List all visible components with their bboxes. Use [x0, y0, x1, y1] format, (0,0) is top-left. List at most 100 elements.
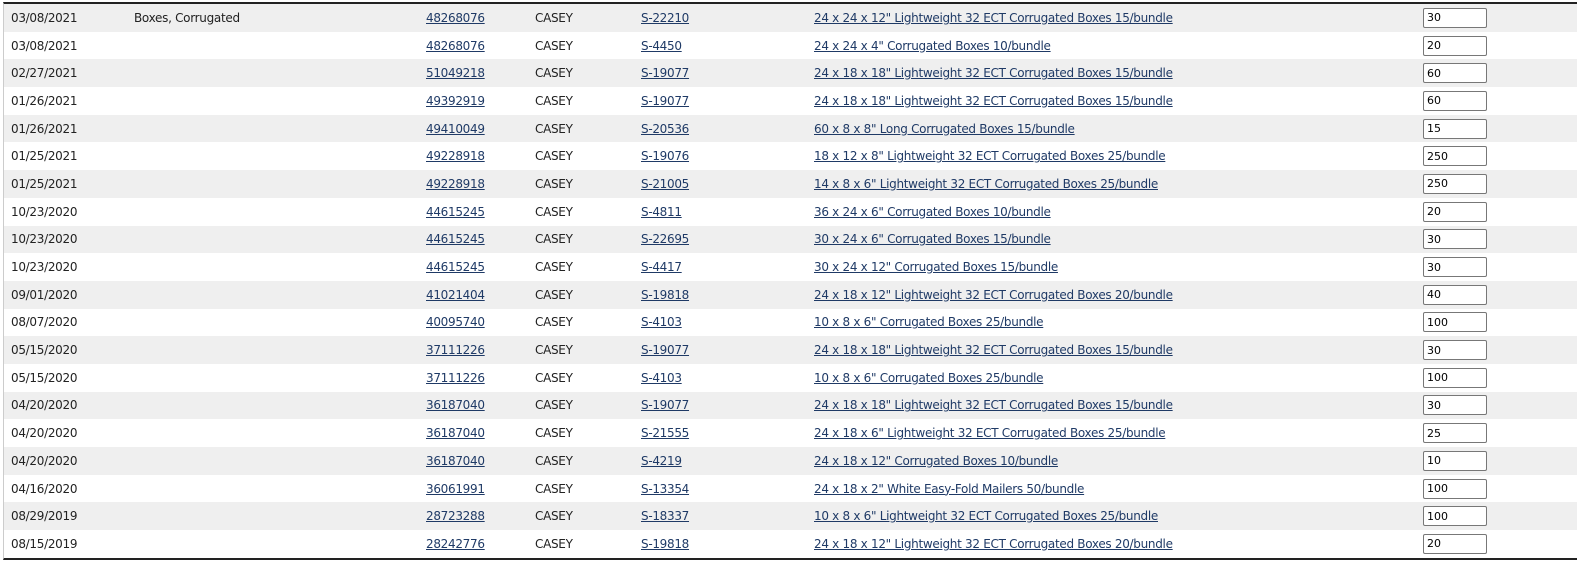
order-number-link[interactable]: 51049218	[426, 66, 485, 81]
order-number-link[interactable]: 49392919	[426, 93, 485, 108]
table-row: 05/15/2020 37111226 CASEY S-19077 24 x 1…	[4, 336, 1577, 364]
category: Boxes, Corrugated	[134, 10, 240, 25]
table-row: 04/20/2020 36187040 CASEY S-19077 24 x 1…	[4, 391, 1577, 420]
order-number-link[interactable]: 36061991	[426, 481, 485, 496]
order-date: 08/15/2019	[11, 536, 78, 551]
table-row: 01/26/2021 49410049 CASEY S-20536 60 x 8…	[4, 114, 1577, 143]
product-description-link[interactable]: 24 x 18 x 18" Lightweight 32 ECT Corruga…	[814, 398, 1173, 413]
product-description-link[interactable]: 36 x 24 x 6" Corrugated Boxes 10/bundle	[814, 204, 1051, 219]
ordered-by: CASEY	[535, 10, 573, 25]
product-description-link[interactable]: 24 x 18 x 18" Lightweight 32 ECT Corruga…	[814, 343, 1173, 358]
order-number-link[interactable]: 49228918	[426, 176, 485, 191]
product-description-link[interactable]: 30 x 24 x 12" Corrugated Boxes 15/bundle	[814, 260, 1058, 275]
category	[134, 87, 426, 115]
order-number-link[interactable]: 49410049	[426, 121, 485, 136]
sku-link[interactable]: S-22695	[641, 232, 690, 247]
order-number-link[interactable]: 41021404	[426, 287, 485, 302]
quantity-input[interactable]	[1423, 229, 1487, 250]
product-description-link[interactable]: 18 x 12 x 8" Lightweight 32 ECT Corrugat…	[814, 149, 1166, 164]
order-number-link[interactable]: 48268076	[426, 10, 485, 25]
quantity-input[interactable]	[1423, 312, 1487, 333]
order-number-link[interactable]: 28242776	[426, 536, 485, 551]
sku-link[interactable]: S-4103	[641, 315, 682, 330]
order-number-link[interactable]: 44615245	[426, 204, 485, 219]
product-description-link[interactable]: 24 x 24 x 4" Corrugated Boxes 10/bundle	[814, 38, 1051, 53]
product-description-link[interactable]: 10 x 8 x 6" Corrugated Boxes 25/bundle	[814, 315, 1044, 330]
product-description-link[interactable]: 24 x 18 x 12" Lightweight 32 ECT Corruga…	[814, 287, 1173, 302]
sku-link[interactable]: S-20536	[641, 121, 690, 136]
quantity-input[interactable]	[1423, 367, 1487, 388]
order-date: 10/23/2020	[11, 232, 78, 247]
product-description-link[interactable]: 24 x 18 x 12" Lightweight 32 ECT Corruga…	[814, 536, 1173, 551]
quantity-input[interactable]	[1423, 450, 1487, 471]
ordered-by: CASEY	[535, 66, 573, 81]
ordered-by: CASEY	[535, 149, 573, 164]
quantity-input[interactable]	[1423, 478, 1487, 499]
product-description-link[interactable]: 30 x 24 x 6" Corrugated Boxes 15/bundle	[814, 232, 1051, 247]
quantity-input[interactable]	[1423, 533, 1487, 554]
order-date: 01/26/2021	[11, 93, 78, 108]
sku-link[interactable]: S-4811	[641, 204, 682, 219]
sku-link[interactable]: S-4219	[641, 453, 682, 468]
table-row: 04/20/2020 36187040 CASEY S-4219 24 x 18…	[4, 447, 1577, 475]
sku-link[interactable]: S-19077	[641, 93, 690, 108]
product-description-link[interactable]: 24 x 18 x 12" Corrugated Boxes 10/bundle	[814, 453, 1058, 468]
quantity-input[interactable]	[1423, 173, 1487, 194]
product-description-link[interactable]: 24 x 18 x 6" Lightweight 32 ECT Corrugat…	[814, 426, 1166, 441]
sku-link[interactable]: S-19818	[641, 536, 690, 551]
table-row: 04/16/2020 36061991 CASEY S-13354 24 x 1…	[4, 474, 1577, 503]
table-row: 03/08/2021 Boxes, Corrugated 48268076 CA…	[4, 4, 1577, 32]
order-date: 08/29/2019	[11, 509, 78, 524]
sku-link[interactable]: S-19077	[641, 398, 690, 413]
category	[134, 530, 426, 558]
sku-link[interactable]: S-22210	[641, 10, 690, 25]
sku-link[interactable]: S-19077	[641, 343, 690, 358]
quantity-input[interactable]	[1423, 257, 1487, 278]
product-description-link[interactable]: 24 x 18 x 2" White Easy-Fold Mailers 50/…	[814, 481, 1085, 496]
quantity-input[interactable]	[1423, 201, 1487, 222]
quantity-input[interactable]	[1423, 90, 1487, 111]
quantity-input[interactable]	[1423, 35, 1487, 56]
product-description-link[interactable]: 24 x 18 x 18" Lightweight 32 ECT Corruga…	[814, 93, 1173, 108]
quantity-input[interactable]	[1423, 118, 1487, 139]
sku-link[interactable]: S-4450	[641, 38, 682, 53]
order-number-link[interactable]: 37111226	[426, 343, 485, 358]
table-row: 04/20/2020 36187040 CASEY S-21555 24 x 1…	[4, 419, 1577, 447]
quantity-input[interactable]	[1423, 284, 1487, 305]
order-number-link[interactable]: 44615245	[426, 232, 485, 247]
order-number-link[interactable]: 36187040	[426, 426, 485, 441]
sku-link[interactable]: S-4417	[641, 260, 682, 275]
quantity-input[interactable]	[1423, 63, 1487, 84]
quantity-input[interactable]	[1423, 340, 1487, 361]
sku-link[interactable]: S-13354	[641, 481, 690, 496]
quantity-input[interactable]	[1423, 423, 1487, 444]
sku-link[interactable]: S-18337	[641, 509, 690, 524]
order-number-link[interactable]: 36187040	[426, 453, 485, 468]
order-number-link[interactable]: 28723288	[426, 509, 485, 524]
product-description-link[interactable]: 24 x 18 x 18" Lightweight 32 ECT Corruga…	[814, 66, 1173, 81]
ordered-by: CASEY	[535, 260, 573, 275]
product-description-link[interactable]: 10 x 8 x 6" Lightweight 32 ECT Corrugate…	[814, 509, 1158, 524]
product-description-link[interactable]: 24 x 24 x 12" Lightweight 32 ECT Corruga…	[814, 10, 1173, 25]
order-number-link[interactable]: 40095740	[426, 315, 485, 330]
sku-link[interactable]: S-19818	[641, 287, 690, 302]
quantity-input[interactable]	[1423, 395, 1487, 416]
product-description-link[interactable]: 60 x 8 x 8" Long Corrugated Boxes 15/bun…	[814, 121, 1075, 136]
order-number-link[interactable]: 49228918	[426, 149, 485, 164]
order-number-link[interactable]: 44615245	[426, 260, 485, 275]
sku-link[interactable]: S-19076	[641, 149, 690, 164]
quantity-input[interactable]	[1423, 506, 1487, 527]
quantity-input[interactable]	[1423, 7, 1487, 28]
sku-link[interactable]: S-19077	[641, 66, 690, 81]
order-number-link[interactable]: 37111226	[426, 370, 485, 385]
sku-link[interactable]: S-4103	[641, 370, 682, 385]
quantity-input[interactable]	[1423, 146, 1487, 167]
sku-link[interactable]: S-21555	[641, 426, 690, 441]
sku-link[interactable]: S-21005	[641, 176, 690, 191]
category	[134, 336, 426, 364]
table-row: 08/29/2019 28723288 CASEY S-18337 10 x 8…	[4, 502, 1577, 531]
product-description-link[interactable]: 14 x 8 x 6" Lightweight 32 ECT Corrugate…	[814, 176, 1158, 191]
order-number-link[interactable]: 36187040	[426, 398, 485, 413]
product-description-link[interactable]: 10 x 8 x 6" Corrugated Boxes 25/bundle	[814, 370, 1044, 385]
order-number-link[interactable]: 48268076	[426, 38, 485, 53]
